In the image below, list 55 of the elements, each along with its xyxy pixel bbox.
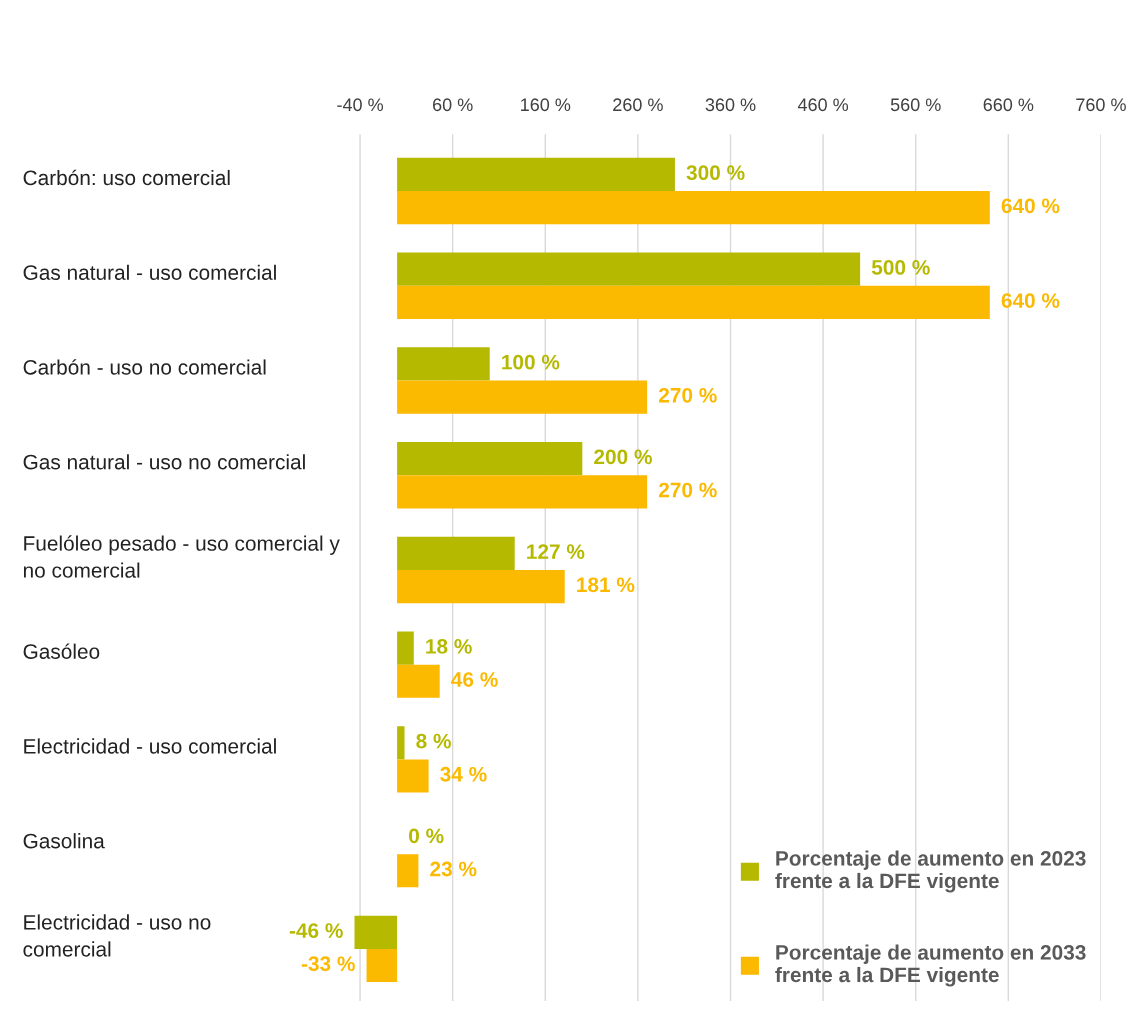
data-label: 127 % — [527, 544, 585, 559]
data-label: 100 % — [502, 354, 560, 370]
data-label: 200 % — [594, 449, 652, 465]
y-tick-label: Carbón - uso no comercial — [23, 359, 266, 375]
bar — [354, 915, 398, 949]
bar — [397, 285, 990, 319]
bar — [397, 380, 648, 414]
x-tick-label: 660 % — [983, 98, 1034, 112]
y-tick-label: Gasolina — [23, 833, 105, 849]
x-tick-label: 160 % — [521, 98, 571, 112]
bar — [397, 252, 861, 286]
bar — [397, 854, 419, 888]
data-label: 34 % — [440, 766, 487, 782]
data-label: -46 % — [289, 923, 343, 938]
y-tick-label: Fuelóleo pesado - uso comercial y no comercial — [23, 535, 340, 578]
x-tick-label: 760 % — [1076, 98, 1126, 112]
x-tick-label: 460 % — [797, 98, 849, 112]
legend-label: Porcentaje de aumento en 2033 frente a la DFE vigente — [775, 944, 1086, 987]
data-label: 0 % — [409, 828, 444, 844]
x-tick-label: 360 % — [705, 98, 756, 112]
data-label: 23 % — [430, 861, 477, 877]
data-label: 300 % — [686, 165, 745, 181]
data-label: 270 % — [658, 387, 717, 403]
y-tick-label: Gas natural - uso comercial — [23, 264, 276, 280]
data-label: 640 % — [1001, 198, 1060, 214]
data-label: 46 % — [451, 672, 498, 687]
bar — [366, 948, 398, 983]
bar — [397, 191, 990, 225]
data-label: 640 % — [1001, 293, 1060, 308]
bar — [397, 759, 429, 793]
data-label: 8 % — [416, 733, 451, 749]
x-tick-label: 560 % — [890, 98, 941, 112]
y-tick-label: Gasóleo — [23, 643, 100, 659]
bar — [397, 347, 490, 381]
data-label: 18 % — [426, 638, 472, 654]
bar — [397, 536, 515, 570]
legend-label: Porcentaje de aumento en 2023 frente a la DFE vigente — [775, 850, 1086, 893]
bar — [397, 631, 414, 665]
x-tick-label: 60 % — [433, 98, 473, 112]
y-tick-label: Electricidad - uso comercial — [24, 738, 276, 754]
bar — [397, 569, 565, 604]
data-label: -33 % — [301, 956, 355, 972]
bar — [397, 442, 583, 476]
y-tick-label: Carbón: uso comercial — [23, 169, 230, 186]
data-label: 270 % — [658, 482, 717, 498]
data-label: 500 % — [871, 260, 930, 275]
bar — [397, 157, 675, 191]
bar — [397, 726, 405, 760]
y-tick-label: Electricidad - uso no comercial — [23, 914, 211, 957]
x-tick-label: 260 % — [613, 98, 663, 112]
data-label: 181 % — [577, 577, 635, 593]
bar — [397, 475, 648, 509]
bar — [397, 664, 440, 698]
y-tick-label: Gas natural - uso no comercial — [23, 454, 305, 470]
x-tick-label: -40 % — [337, 98, 384, 112]
